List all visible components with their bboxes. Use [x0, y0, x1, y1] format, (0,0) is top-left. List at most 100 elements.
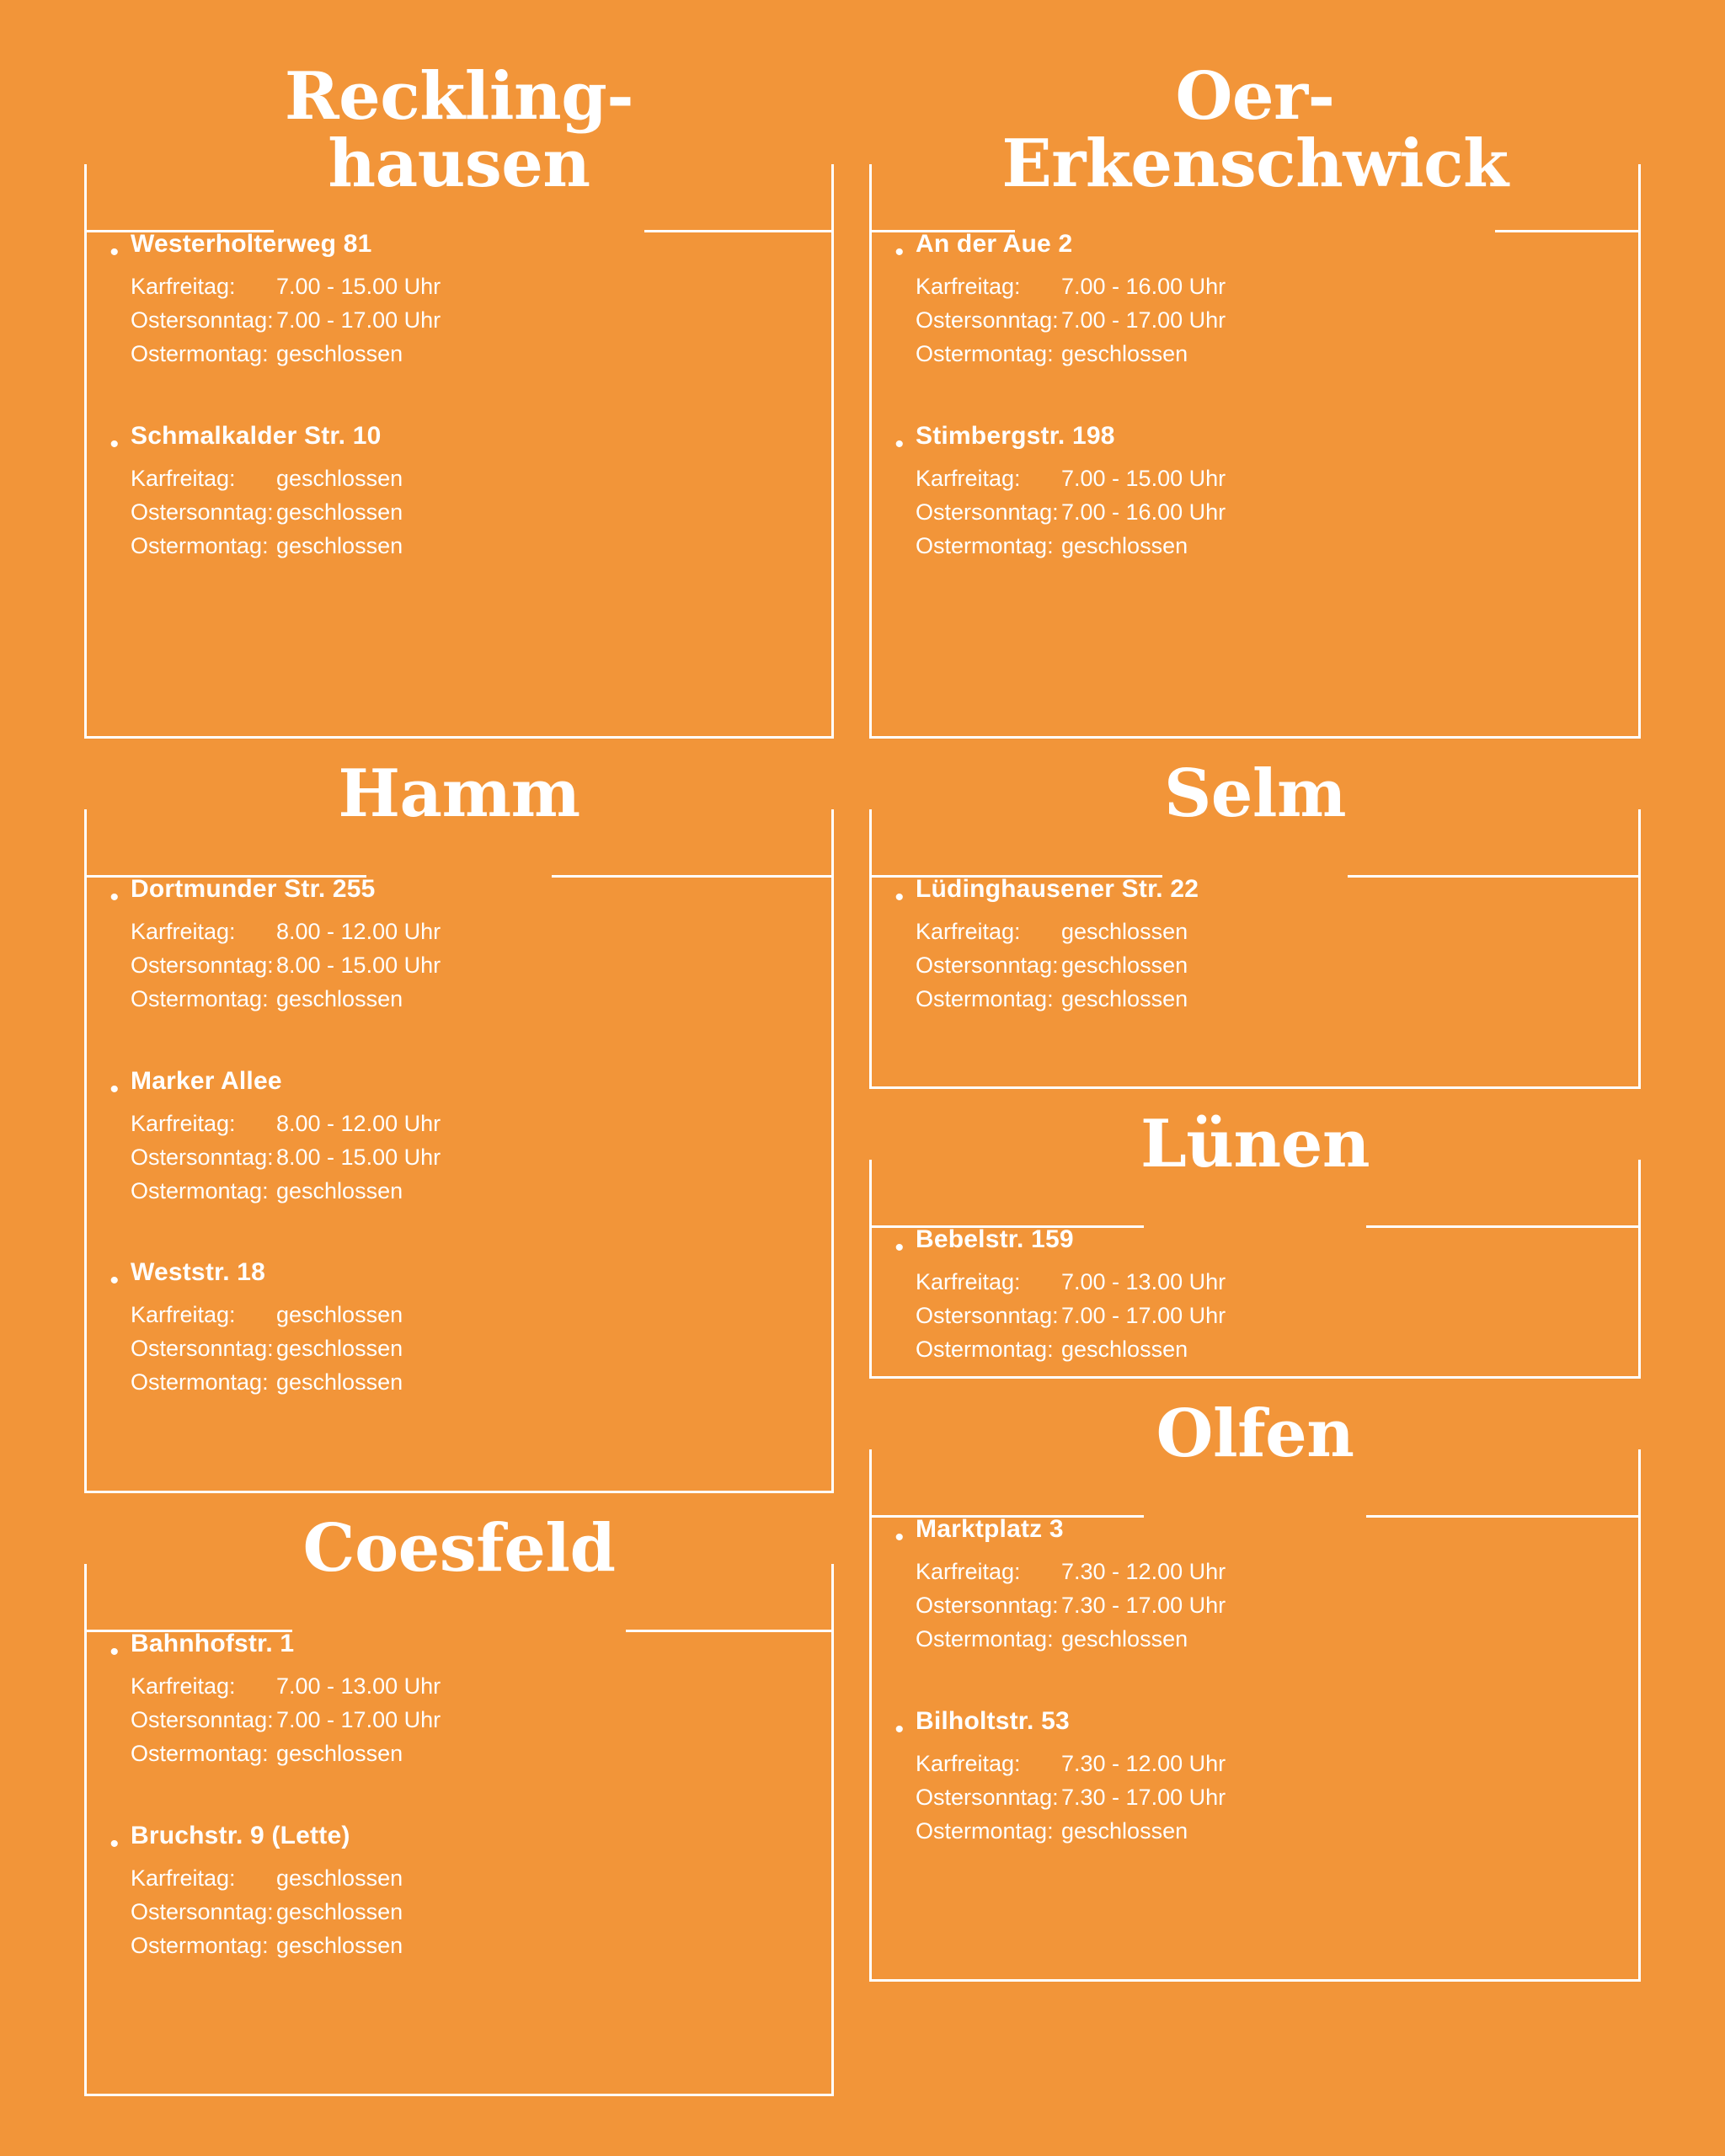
opening-hours-day: Ostermontag: [916, 1817, 1054, 1844]
opening-hours-value: geschlossen [276, 1932, 403, 1958]
opening-hours-day: Ostermontag: [131, 1740, 269, 1766]
card-top-border-left [869, 875, 1162, 878]
card-body: • An der Aue 2 Karfreitag: 7.00 - 16.00 Uhr… [872, 230, 1638, 561]
opening-hours-day: Karfreitag: [916, 1269, 1021, 1294]
opening-hours-value: geschlossen [276, 1865, 403, 1891]
card-title-line: Reckling- [284, 58, 634, 135]
card-title-line: Olfen [1156, 1396, 1354, 1472]
address-label: Bruchstr. 9 (Lette) [131, 1821, 350, 1849]
opening-hours-day: Karfreitag: [916, 1750, 1021, 1776]
address-entry-main: Weststr. 18 Karfreitag: geschlossen Osterso… [131, 1258, 831, 1398]
address-entry: • Bebelstr. 159 Karfreitag: 7.00 - 13.00 Uh… [872, 1225, 1638, 1365]
card-top-border-right [552, 875, 834, 878]
card-top-border-left [869, 230, 1015, 232]
opening-hours-day: Ostermontag: [916, 1336, 1054, 1362]
opening-hours-value: geschlossen [276, 1336, 403, 1362]
opening-hours-value: geschlossen [276, 1369, 403, 1396]
address-label: Westerholterweg 81 [131, 230, 372, 258]
city-card: Lünen • Bebelstr. 159 Karfreitag: 7.00 - 13.… [869, 1111, 1641, 1379]
opening-hours-day: Karfreitag: [916, 274, 1021, 299]
left-column: Reckling-hausen • Westerholterweg 81 Karfre… [84, 63, 834, 2096]
card-title-line: Coesfeld [302, 1510, 617, 1587]
card-body: • Bebelstr. 159 Karfreitag: 7.00 - 13.00 Uh… [872, 1225, 1638, 1365]
opening-hours-day: Ostermontag: [131, 1369, 269, 1396]
opening-hours-table: Karfreitag: 7.00 - 13.00 Uhr Ostersonntag:… [916, 1267, 1638, 1365]
opening-hours-value: geschlossen [1061, 1625, 1188, 1652]
opening-hours-day: Ostersonntag: [131, 307, 274, 333]
city-card-grid: Reckling-hausen • Westerholterweg 81 Karfre… [84, 0, 1641, 2096]
opening-hours-value: 7.00 - 17.00 Uhr [1061, 1302, 1226, 1328]
address-entry: • Weststr. 18 Karfreitag: geschlossen Osters… [87, 1258, 831, 1398]
address-label: Lüdinghausener Str. 22 [916, 875, 1199, 903]
city-card: Olfen • Marktplatz 3 Karfreitag: 7.30 - 12.0… [869, 1401, 1641, 1982]
address-label: Bilholtstr. 53 [916, 1706, 1070, 1735]
opening-hours-day: Karfreitag: [131, 1865, 236, 1891]
address-entry-main: Marker Allee Karfreitag: 8.00 - 12.00 Uhr O… [131, 1067, 831, 1207]
opening-hours-day: Ostersonntag: [131, 1336, 274, 1362]
bullet-icon: • [109, 1075, 119, 1103]
card-top-border-left [84, 1630, 293, 1632]
card-title-line: hausen [328, 125, 590, 202]
address-entry-main: Dortmunder Str. 255 Karfreitag: 8.00 - 12.… [131, 875, 831, 1015]
address-entry: • An der Aue 2 Karfreitag: 7.00 - 16.00 Uhr… [872, 230, 1638, 370]
opening-hours-day: Ostersonntag: [131, 1706, 274, 1732]
bullet-icon: • [109, 1829, 119, 1858]
card-title: Coesfeld [87, 1515, 831, 1582]
address-entry: • Bilholtstr. 53 Karfreitag: 7.30 - 12.00 U… [872, 1707, 1638, 1847]
card-title-line: Lünen [1140, 1106, 1370, 1182]
opening-hours-day: Ostersonntag: [916, 499, 1059, 525]
opening-hours-day: Karfreitag: [131, 919, 236, 944]
entry-spacer [872, 1655, 1638, 1707]
opening-hours-table: Karfreitag: 7.00 - 13.00 Uhr Ostersonntag:… [131, 1672, 831, 1769]
opening-hours-day: Karfreitag: [916, 1559, 1021, 1584]
card-title: Hamm [87, 760, 831, 828]
opening-hours-day: Ostermontag: [131, 340, 269, 366]
card-top-border-right [625, 1630, 834, 1632]
opening-hours-day: Ostersonntag: [131, 499, 274, 525]
opening-hours-table: Karfreitag: 8.00 - 12.00 Uhr Ostersonntag:… [131, 917, 831, 1015]
card-title: Oer- Erkenschwick [872, 63, 1638, 197]
opening-hours-value: 7.00 - 13.00 Uhr [1061, 1269, 1226, 1294]
bullet-icon: • [895, 883, 904, 911]
address-label: Bahnhofstr. 1 [131, 1630, 295, 1657]
bullet-icon: • [109, 238, 119, 266]
address-label: Weststr. 18 [131, 1258, 266, 1287]
bullet-icon: • [895, 1524, 904, 1551]
card-body: • Westerholterweg 81 Karfreitag: 7.00 - 15.… [87, 230, 831, 561]
bullet-icon: • [895, 238, 904, 266]
opening-hours-value: geschlossen [1061, 532, 1188, 558]
opening-hours-value: geschlossen [1061, 985, 1188, 1011]
card-top-border-left [869, 1225, 1144, 1228]
opening-hours-value: 7.30 - 17.00 Uhr [1061, 1784, 1226, 1810]
opening-hours-table: Karfreitag: 7.00 - 15.00 Uhr Ostersonntag:… [131, 272, 831, 370]
opening-hours-value: geschlossen [276, 1898, 403, 1924]
opening-hours-value: geschlossen [276, 532, 403, 558]
address-entry: • Bahnhofstr. 1 Karfreitag: 7.00 - 13.00 Uh… [87, 1630, 831, 1769]
city-card: Oer- Erkenschwick • An der Aue 2 Karfreitag:… [869, 63, 1641, 739]
address-entry: • Marktplatz 3 Karfreitag: 7.30 - 12.00 Uhr… [872, 1515, 1638, 1655]
opening-hours-day: Karfreitag: [131, 1302, 236, 1328]
opening-hours-value: 7.00 - 15.00 Uhr [1061, 465, 1226, 491]
opening-hours-table: Karfreitag: 7.00 - 15.00 Uhr Ostersonntag:… [916, 464, 1638, 562]
card-title: Olfen [872, 1401, 1638, 1468]
bullet-icon: • [109, 430, 119, 458]
opening-hours-day: Ostermontag: [131, 1177, 269, 1203]
card-title-line: Oer- [1175, 58, 1335, 135]
opening-hours-table: Karfreitag: 7.00 - 16.00 Uhr Ostersonntag:… [916, 272, 1638, 370]
entry-spacer [87, 1015, 831, 1067]
card-top-border-right [1366, 1515, 1641, 1518]
opening-hours-day: Ostersonntag: [916, 952, 1059, 978]
bullet-icon: • [895, 430, 904, 458]
address-entry-main: Bruchstr. 9 (Lette) Karfreitag: geschlosse… [131, 1822, 831, 1961]
card-top-border-right [1366, 1225, 1641, 1228]
opening-hours-day: Ostersonntag: [916, 1784, 1059, 1810]
card-title: Reckling-hausen [87, 63, 831, 197]
city-card: Coesfeld • Bahnhofstr. 1 Karfreitag: 7.00 - … [84, 1515, 834, 2096]
address-entry-main: Stimbergstr. 198 Karfreitag: 7.00 - 15.00 … [916, 422, 1638, 562]
card-top-border-right [1495, 230, 1641, 232]
address-entry-main: Bebelstr. 159 Karfreitag: 7.00 - 13.00 Uhr… [916, 1225, 1638, 1365]
opening-hours-table: Karfreitag: geschlossen Ostersonntag: gesch… [916, 917, 1638, 1015]
address-label: Stimbergstr. 198 [916, 421, 1115, 450]
opening-hours-table: Karfreitag: geschlossen Ostersonntag: gesch… [131, 1864, 831, 1961]
